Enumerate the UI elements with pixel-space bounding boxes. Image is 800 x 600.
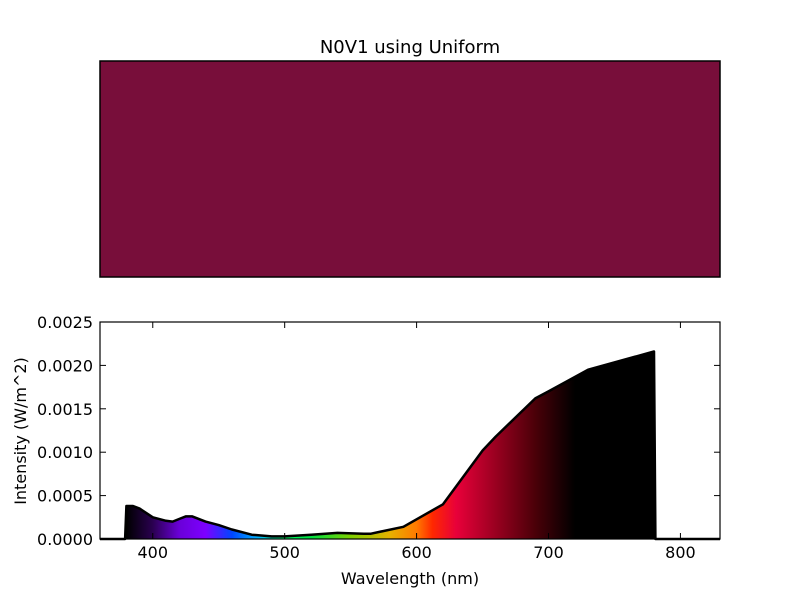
color-swatch (99, 60, 721, 278)
y-tick-label: 0.0015 (37, 400, 93, 419)
spectrum-area (100, 351, 720, 539)
x-tick-label: 600 (401, 543, 432, 562)
y-tick-label: 0.0000 (37, 530, 93, 549)
y-axis-label: Intensity (W/m^2) (11, 357, 30, 505)
x-axis-label: Wavelength (nm) (341, 569, 479, 588)
swatch-panel: N0V1 using Uniform (99, 37, 721, 278)
swatch-title: N0V1 using Uniform (320, 37, 500, 58)
x-tick-label: 500 (269, 543, 300, 562)
x-tick-label: 800 (665, 543, 696, 562)
y-tick-label: 0.0010 (37, 443, 93, 462)
x-tick-label: 700 (533, 543, 564, 562)
x-tick-label: 400 (137, 543, 168, 562)
spectrum-plot: 400 500 600 700 800 0.0000 0.0005 0.0010 0.0015… (11, 313, 721, 588)
y-tick-label: 0.0005 (37, 487, 93, 506)
y-axis: 0.0000 0.0005 0.0010 0.0015 0.0020 0.0025 (37, 313, 720, 549)
x-axis: 400 500 600 700 800 (137, 322, 696, 562)
y-tick-label: 0.0020 (37, 356, 93, 375)
spectrum-line (100, 350, 720, 541)
y-tick-label: 0.0025 (37, 313, 93, 332)
plot-frame (99, 321, 721, 540)
